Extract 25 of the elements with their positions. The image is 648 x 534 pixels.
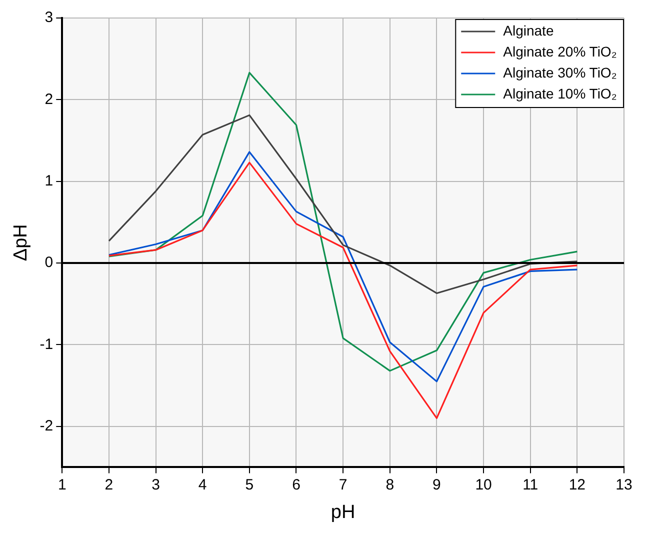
- y-tick-label: -2: [40, 418, 54, 435]
- legend-label: Alginate: [503, 22, 554, 38]
- x-tick-label: 6: [292, 476, 300, 494]
- x-tick-label: 13: [616, 476, 632, 494]
- x-tick-label: 7: [338, 476, 348, 494]
- y-tick-label: 2: [44, 90, 54, 108]
- x-tick-label: 8: [386, 476, 394, 494]
- x-tick-label: 11: [522, 476, 538, 494]
- x-tick-label: 2: [104, 476, 114, 494]
- y-tick-label: 3: [44, 9, 54, 26]
- x-tick-label: 3: [152, 476, 160, 494]
- x-tick-label: 9: [432, 476, 441, 494]
- x-tick-label: 5: [245, 476, 254, 494]
- x-tick-label: 12: [568, 476, 586, 494]
- legend-label: Alginate 10% TiO₂: [503, 85, 617, 102]
- legend-label: Alginate 20% TiO₂: [503, 43, 617, 60]
- x-axis-title: pH: [330, 502, 356, 523]
- x-tick-label: 1: [58, 476, 66, 494]
- legend-label: Alginate 30% TiO₂: [503, 64, 617, 80]
- x-tick-label: 4: [198, 476, 207, 494]
- y-tick-label: -1: [40, 336, 54, 353]
- y-tick-label: 0: [44, 254, 54, 272]
- y-tick-label: 1: [44, 172, 54, 190]
- x-tick-label: 10: [475, 476, 492, 494]
- y-axis-title: ΔpH: [10, 224, 32, 262]
